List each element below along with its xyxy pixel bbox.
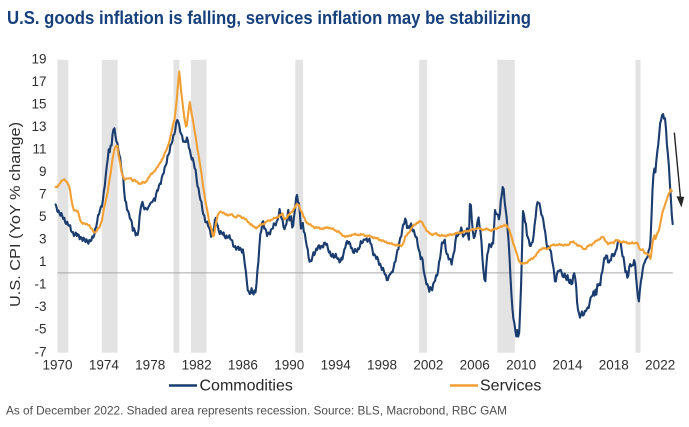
svg-text:-1: -1 bbox=[34, 277, 46, 292]
svg-text:3: 3 bbox=[39, 232, 47, 247]
svg-text:17: 17 bbox=[31, 74, 46, 89]
svg-text:19: 19 bbox=[31, 52, 46, 67]
svg-text:Commodities: Commodities bbox=[200, 378, 293, 395]
svg-text:1970: 1970 bbox=[42, 357, 72, 372]
svg-text:9: 9 bbox=[39, 164, 47, 179]
svg-text:Services: Services bbox=[480, 378, 541, 395]
svg-text:1982: 1982 bbox=[182, 357, 212, 372]
svg-text:-3: -3 bbox=[34, 299, 46, 314]
svg-text:15: 15 bbox=[31, 97, 46, 112]
svg-text:5: 5 bbox=[39, 209, 47, 224]
svg-text:1990: 1990 bbox=[274, 357, 304, 372]
svg-text:U.S. CPI (YoY % change): U.S. CPI (YoY % change) bbox=[8, 122, 24, 307]
svg-text:2022: 2022 bbox=[645, 357, 675, 372]
svg-text:2006: 2006 bbox=[460, 357, 490, 372]
svg-text:2018: 2018 bbox=[599, 357, 629, 372]
svg-text:As of December 2022. Shaded ar: As of December 2022. Shaded area represe… bbox=[6, 403, 507, 417]
svg-text:13: 13 bbox=[31, 119, 46, 134]
svg-text:11: 11 bbox=[32, 142, 46, 157]
svg-text:1978: 1978 bbox=[135, 357, 165, 372]
svg-text:2014: 2014 bbox=[552, 357, 583, 372]
svg-text:U.S. goods inflation is fallin: U.S. goods inflation is falling, service… bbox=[7, 8, 531, 28]
svg-text:7: 7 bbox=[39, 187, 47, 202]
svg-text:1974: 1974 bbox=[89, 357, 120, 372]
svg-text:1994: 1994 bbox=[321, 357, 352, 372]
svg-text:-7: -7 bbox=[34, 344, 46, 359]
svg-text:2010: 2010 bbox=[506, 357, 536, 372]
svg-text:1998: 1998 bbox=[367, 357, 397, 372]
svg-text:1: 1 bbox=[39, 254, 47, 269]
svg-text:2002: 2002 bbox=[413, 357, 443, 372]
svg-text:-5: -5 bbox=[34, 322, 46, 337]
svg-text:1986: 1986 bbox=[228, 357, 258, 372]
